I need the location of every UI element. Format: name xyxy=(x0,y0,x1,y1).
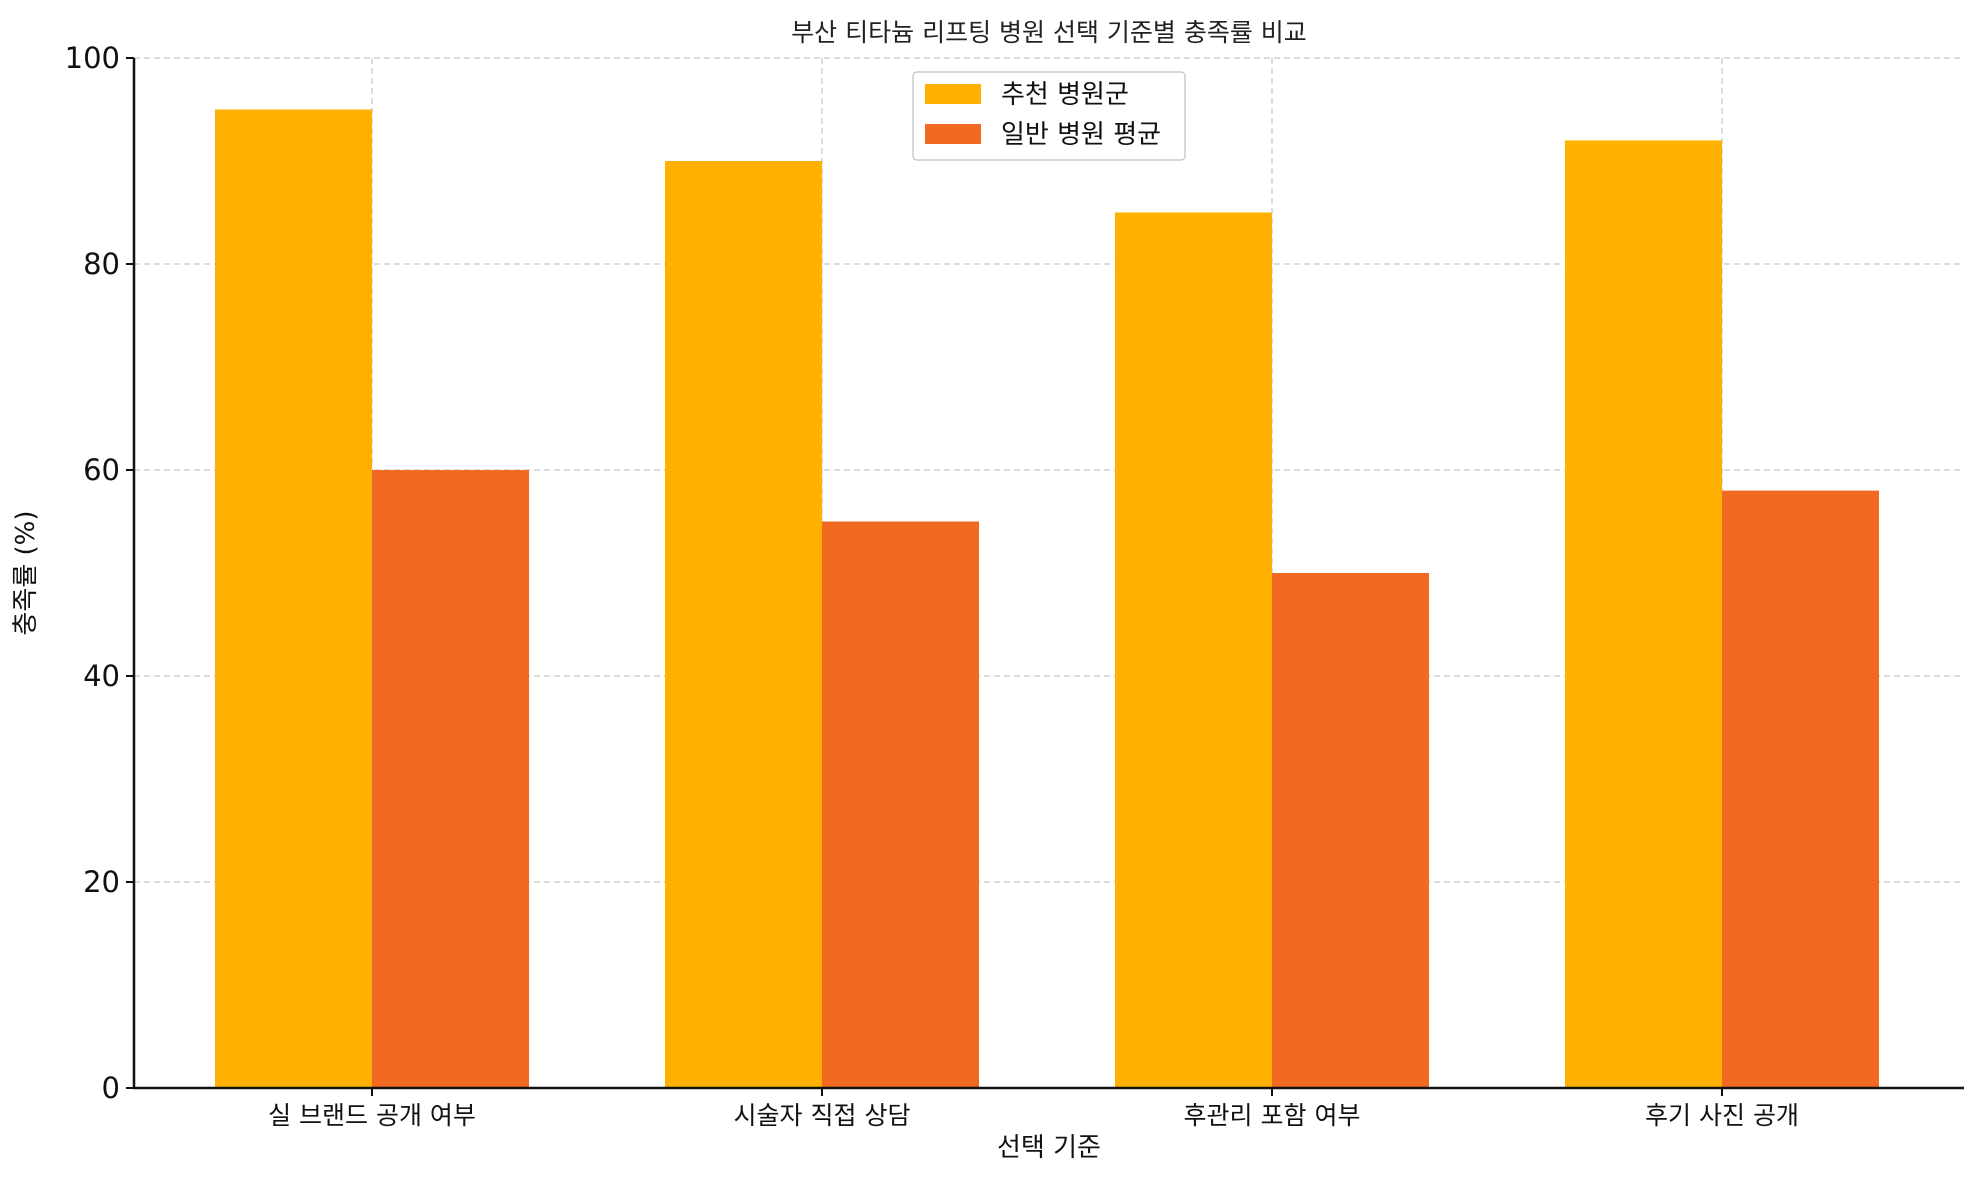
y-tick-label: 60 xyxy=(83,453,120,487)
y-axis-label: 충족률 (%) xyxy=(11,510,41,635)
y-tick-label: 80 xyxy=(83,247,120,281)
x-tick-label: 시술자 직접 상담 xyxy=(734,1101,911,1130)
legend-swatch xyxy=(925,84,981,104)
bar-recommended xyxy=(665,161,822,1088)
bar-recommended xyxy=(215,109,372,1088)
ticks: 0 20 40 60 80 100 실 브랜드 공개 여부 시술자 직접 상담 후관리 포함 여… xyxy=(65,41,1799,1130)
bars xyxy=(215,109,1879,1089)
legend-label: 추천 병원군 xyxy=(1001,80,1129,110)
legend-label: 일반 병원 평균 xyxy=(1001,120,1161,150)
bar-recommended xyxy=(1565,140,1722,1088)
x-axis-label: 선택 기준 xyxy=(997,1133,1101,1163)
chart-title: 부산 티타늄 리프팅 병원 선택 기준별 충족률 비교 xyxy=(791,18,1307,47)
bar-average xyxy=(822,521,979,1088)
bar-average xyxy=(372,470,529,1088)
x-tick-label: 후관리 포함 여부 xyxy=(1184,1101,1361,1130)
y-tick-label: 40 xyxy=(83,659,120,693)
x-tick-label: 실 브랜드 공개 여부 xyxy=(268,1101,476,1130)
axes xyxy=(132,58,1964,1090)
x-tick-label: 후기 사진 공개 xyxy=(1645,1101,1799,1130)
y-tick-label: 0 xyxy=(102,1071,120,1105)
y-tick-label: 20 xyxy=(83,865,120,899)
y-tick-label: 100 xyxy=(65,41,120,75)
bar-recommended xyxy=(1115,212,1272,1088)
bar-average xyxy=(1722,490,1879,1089)
legend-swatch xyxy=(925,124,981,144)
bar-average xyxy=(1272,573,1429,1088)
